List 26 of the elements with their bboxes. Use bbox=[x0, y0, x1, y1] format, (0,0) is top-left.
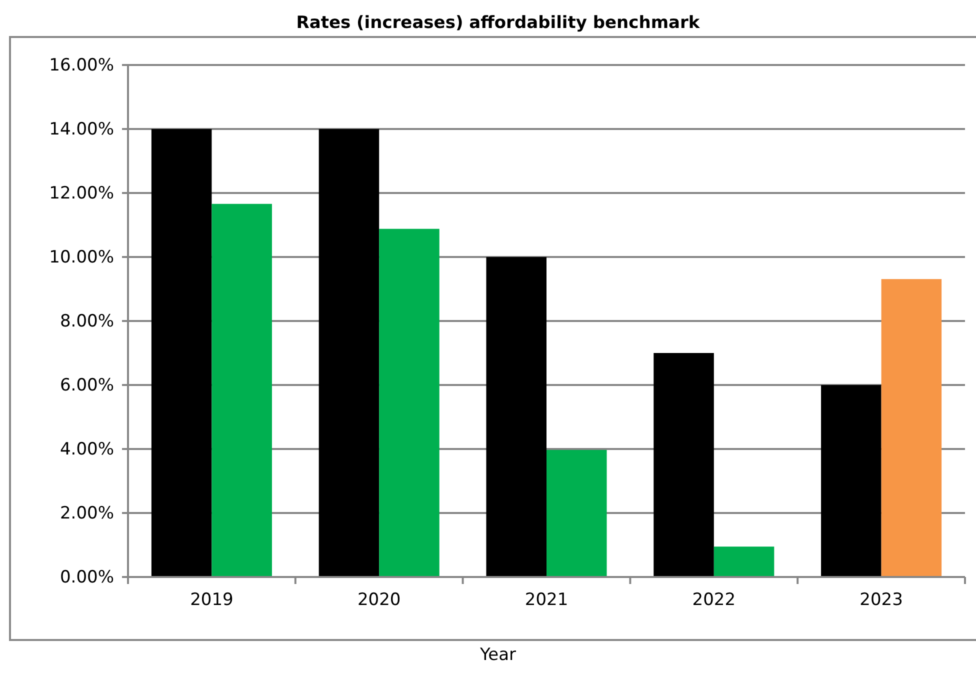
x-tick-label: 2019 bbox=[190, 590, 234, 610]
y-tick-label: 4.00% bbox=[60, 439, 114, 460]
x-tick-label: 2021 bbox=[524, 590, 568, 610]
chart-title: Rates (increases) affordability benchmark bbox=[296, 13, 700, 33]
bar bbox=[486, 257, 546, 577]
bar bbox=[318, 129, 380, 577]
y-tick-label: 8.00% bbox=[60, 311, 114, 332]
bar bbox=[379, 228, 440, 577]
bar bbox=[654, 353, 714, 577]
y-tick-label: 16.00% bbox=[49, 55, 114, 76]
y-tick-label: 2.00% bbox=[60, 503, 114, 524]
y-tick-label: 6.00% bbox=[60, 375, 114, 396]
bar bbox=[881, 279, 942, 577]
bar bbox=[151, 129, 212, 577]
x-tick-label: 2020 bbox=[357, 590, 401, 610]
x-tick-label: 2022 bbox=[692, 590, 736, 610]
bar bbox=[546, 450, 607, 577]
bar bbox=[714, 546, 774, 577]
bar bbox=[821, 385, 882, 577]
y-tick-label: 12.00% bbox=[49, 183, 114, 204]
y-tick-label: 0.00% bbox=[60, 567, 114, 588]
bar bbox=[212, 204, 272, 577]
y-tick-label: 10.00% bbox=[49, 247, 114, 268]
y-tick-label: 14.00% bbox=[49, 119, 114, 140]
x-axis-title: Year bbox=[479, 645, 516, 665]
x-tick-label: 2023 bbox=[860, 590, 903, 610]
